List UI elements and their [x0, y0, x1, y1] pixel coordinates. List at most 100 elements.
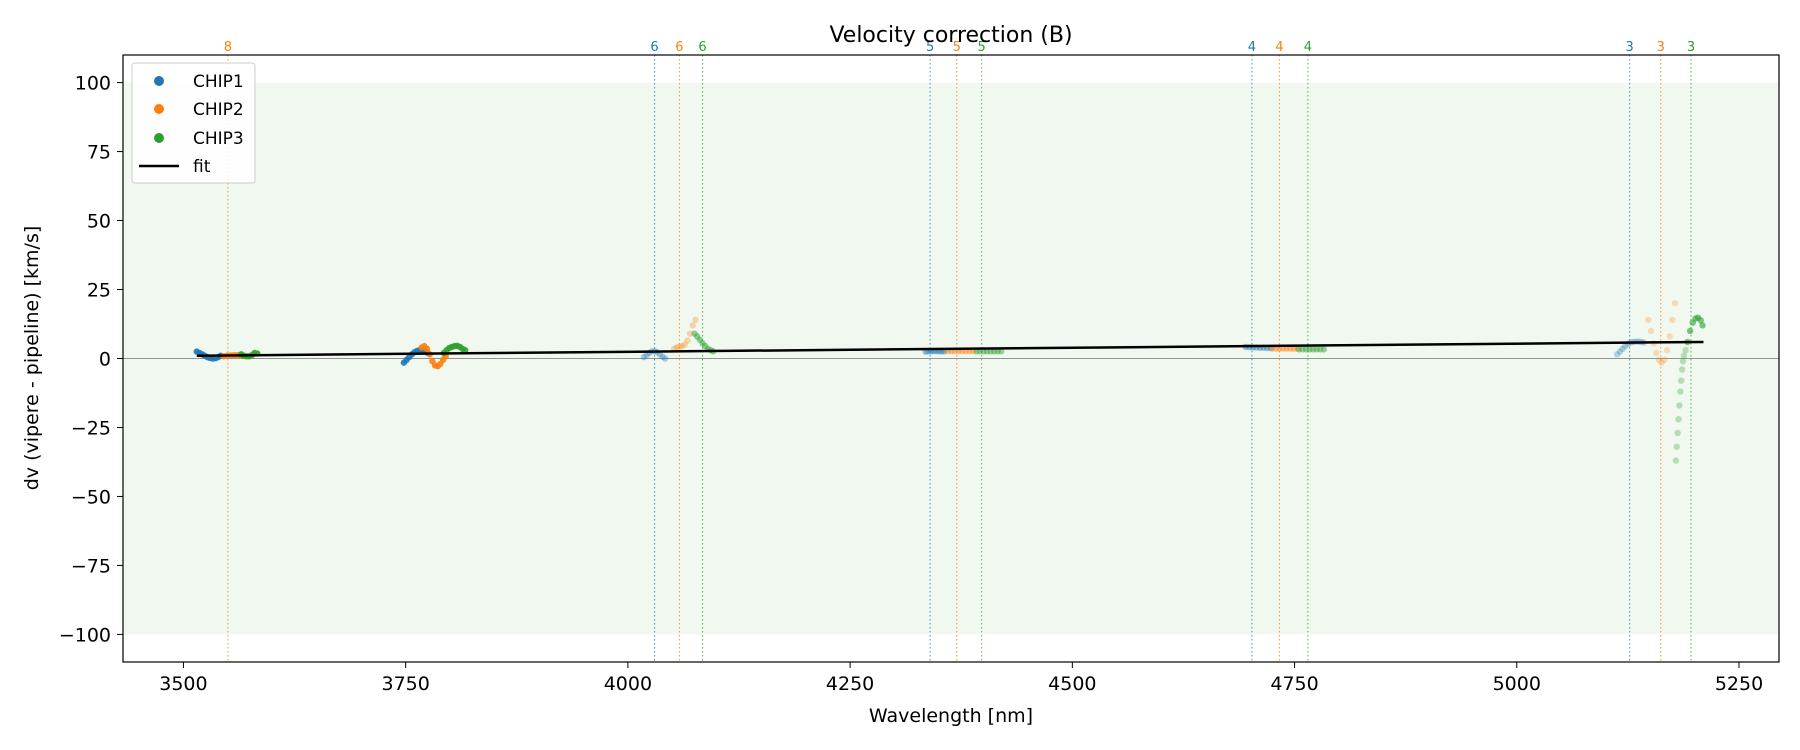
data-point	[1655, 356, 1663, 364]
legend-marker-chip2	[154, 104, 164, 114]
data-point	[1679, 358, 1687, 365]
data-point	[1647, 327, 1655, 335]
data-point	[1302, 346, 1310, 353]
y-tick-label: 0	[99, 349, 111, 371]
data-point	[1653, 349, 1660, 357]
data-point	[1313, 346, 1320, 353]
y-tick-label: 100	[75, 73, 111, 95]
order-label: 5	[978, 40, 986, 55]
y-tick-label: −50	[71, 486, 111, 508]
data-point	[1622, 342, 1629, 350]
data-point	[1672, 457, 1680, 464]
order-label: 8	[224, 40, 232, 55]
order-label: 3	[1657, 40, 1665, 55]
data-point	[423, 345, 431, 353]
data-point	[462, 347, 469, 354]
data-point	[1616, 348, 1624, 355]
data-point	[1678, 366, 1686, 373]
data-point	[1306, 346, 1313, 353]
x-tick-label: 4000	[604, 673, 652, 695]
data-point	[1310, 346, 1317, 353]
x-axis-label: Wavelength [nm]	[869, 705, 1033, 727]
legend: CHIP1 CHIP2 CHIP3 fit	[131, 62, 256, 184]
data-point	[1699, 322, 1706, 329]
y-axis-ticks: −100 −75 −50 −25 0 25 50 75 100	[59, 73, 123, 646]
data-point	[1320, 346, 1328, 353]
x-tick-label: 3500	[159, 673, 207, 695]
data-point	[1317, 346, 1324, 353]
x-tick-label: 4750	[1270, 673, 1318, 695]
data-point	[1661, 356, 1668, 364]
y-axis-label: dv (vipere - pipeline) [km/s]	[21, 226, 43, 491]
data-point	[640, 353, 648, 361]
data-point	[1666, 333, 1673, 340]
data-point	[676, 343, 683, 350]
data-point	[1697, 317, 1704, 324]
data-point	[998, 348, 1005, 355]
x-tick-label: 3750	[381, 673, 429, 695]
y-tick-label: 75	[87, 142, 111, 164]
data-point	[684, 337, 691, 344]
order-label: 6	[698, 40, 706, 55]
fit-line-layer	[196, 340, 1704, 357]
x-tick-label: 5000	[1493, 673, 1541, 695]
data-point	[994, 348, 1001, 355]
x-tick-label: 5250	[1715, 673, 1763, 695]
series-chip2	[220, 300, 1679, 370]
data-point	[678, 342, 686, 350]
data-point	[1678, 377, 1685, 384]
order-label: 4	[1248, 40, 1256, 55]
data-point	[659, 353, 666, 361]
data-point	[689, 322, 696, 329]
legend-label-chip1: CHIP1	[193, 72, 244, 92]
data-point	[1290, 345, 1297, 352]
data-point	[1614, 351, 1621, 358]
data-point	[1686, 327, 1694, 335]
data-point	[662, 355, 669, 362]
data-point	[686, 330, 694, 337]
fit-line	[196, 340, 1704, 357]
order-label: 3	[1626, 40, 1634, 55]
legend-box	[131, 62, 256, 184]
legend-label-chip2: CHIP2	[193, 100, 244, 120]
x-tick-label: 4250	[826, 673, 874, 695]
data-point	[1674, 429, 1681, 437]
data-point	[1645, 316, 1652, 324]
data-point	[1663, 347, 1671, 354]
x-axis-ticks: 3500 3750 4000 4250 4500 4750 5000 5250	[159, 662, 1763, 695]
shaded-band-layer	[123, 82, 1779, 635]
data-point	[1671, 300, 1679, 307]
data-point	[1676, 402, 1683, 409]
chart-title: Velocity correction (B)	[829, 23, 1072, 48]
order-label: 6	[675, 40, 683, 55]
legend-label-fit: fit	[193, 157, 211, 177]
order-label: 6	[650, 40, 658, 55]
data-point	[1299, 346, 1306, 353]
order-label: 4	[1304, 40, 1312, 55]
data-point	[681, 341, 688, 348]
data-point	[1619, 345, 1626, 353]
y-tick-label: −25	[71, 417, 111, 439]
data-point	[1658, 359, 1665, 366]
data-point	[990, 348, 998, 355]
data-point	[1673, 443, 1680, 450]
data-point	[1680, 352, 1688, 359]
data-points	[193, 300, 1706, 464]
y-tick-label: 50	[87, 211, 111, 233]
data-point	[643, 351, 650, 359]
legend-marker-chip3	[154, 133, 164, 143]
y-tick-label: 25	[87, 280, 111, 302]
data-point	[1669, 316, 1676, 324]
shaded-band	[123, 82, 1779, 635]
order-label: 5	[953, 40, 961, 55]
data-point	[1294, 345, 1301, 352]
data-point	[1677, 388, 1684, 395]
order-label: 3	[1687, 40, 1695, 55]
legend-label-chip3: CHIP3	[193, 129, 244, 149]
x-tick-label: 4500	[1048, 673, 1096, 695]
order-label: 5	[926, 40, 934, 55]
data-point	[692, 316, 699, 324]
y-tick-label: −75	[71, 555, 111, 577]
order-label: 4	[1275, 40, 1283, 55]
